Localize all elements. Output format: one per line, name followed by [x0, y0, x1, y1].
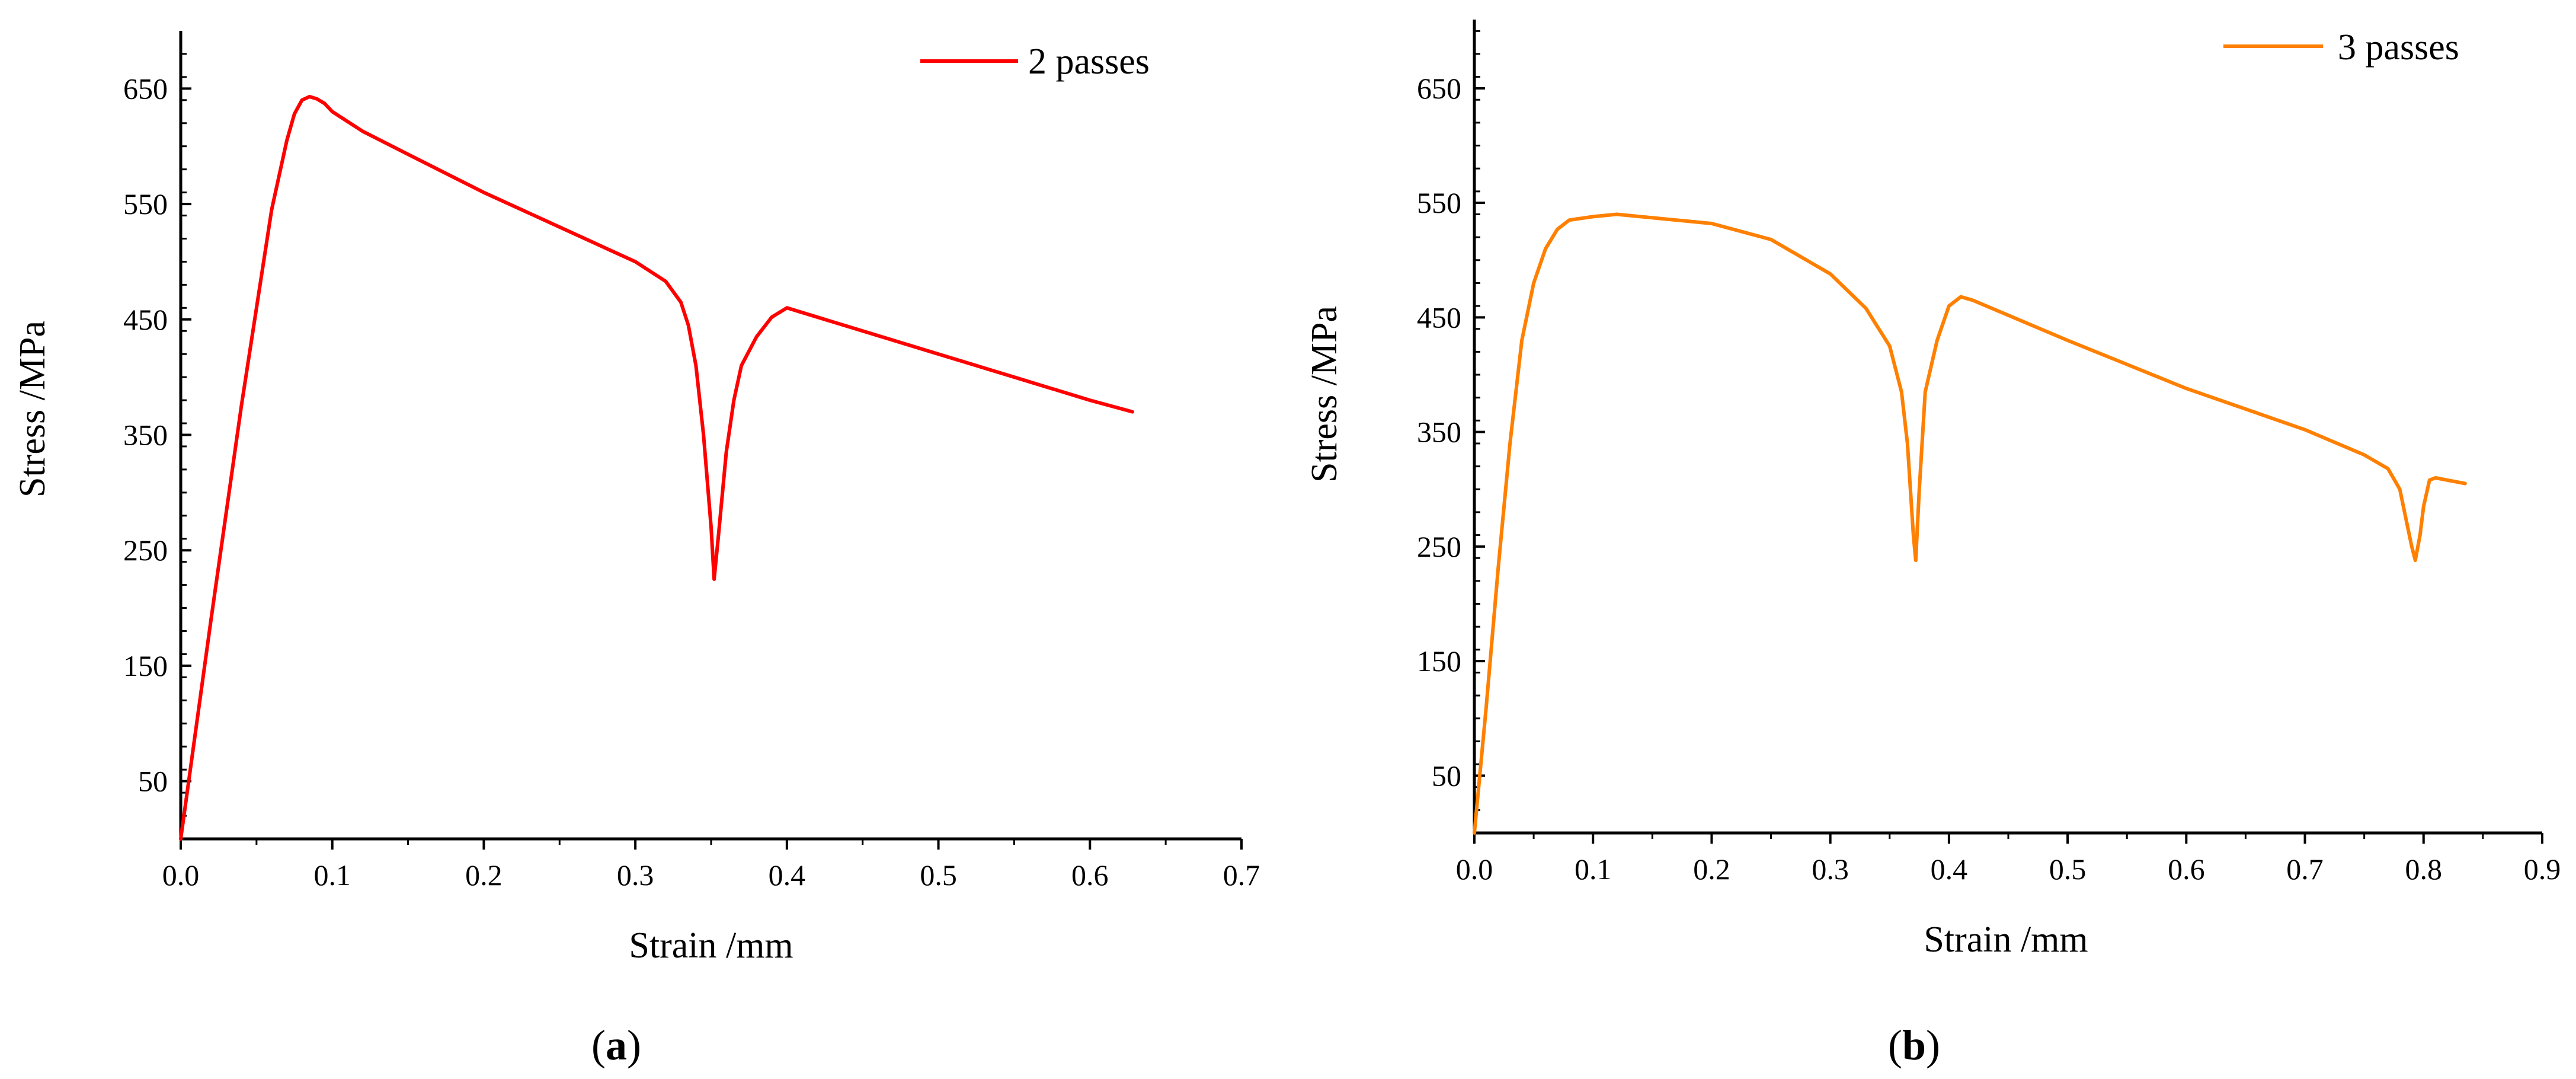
- legend-a: 2 passes: [920, 42, 1150, 82]
- x-tick-label-b: 0.3: [1812, 853, 1849, 886]
- y-tick-label-b: 50: [1432, 759, 1461, 792]
- x-tick-label-a: 0.6: [1071, 858, 1109, 892]
- panel-label-a: (a): [591, 1021, 641, 1069]
- y-tick-label-b: 650: [1417, 72, 1461, 105]
- x-tick-label-b: 0.0: [1456, 853, 1493, 886]
- y-tick-label-a: 450: [123, 303, 168, 336]
- x-tick-label-b: 0.1: [1575, 853, 1612, 886]
- panel-label-b: (b): [1888, 1021, 1940, 1069]
- y-axis-title-a: Stress /MPa: [12, 321, 53, 497]
- y-tick-label-a: 250: [123, 534, 168, 567]
- x-tick-label-a: 0.0: [162, 858, 200, 892]
- y-tick-label-b: 350: [1417, 416, 1461, 449]
- y-tick-label-b: 450: [1417, 301, 1461, 334]
- y-tick-label-a: 350: [123, 419, 168, 452]
- chart-panel-a: 0.0 0.1 0.2 0.3 0.4 0.5 0.6 0.7 50 150 250 350 450 55…: [12, 31, 1260, 1069]
- x-tick-label-a: 0.7: [1223, 858, 1260, 892]
- legend-b: 3 passes: [2223, 27, 2459, 68]
- y-tick-label-a: 150: [123, 649, 168, 682]
- x-tick-label-b: 0.9: [2524, 853, 2561, 886]
- x-tick-label-b: 0.7: [2286, 853, 2324, 886]
- x-tick-label-a: 0.3: [617, 858, 654, 892]
- y-tick-label-b: 250: [1417, 530, 1461, 563]
- x-tick-label-b: 0.2: [1693, 853, 1730, 886]
- y-tick-label-b: 550: [1417, 186, 1461, 219]
- y-axis-title-b: Stress /MPa: [1304, 306, 1345, 483]
- plot-area-a: 0.0 0.1 0.2 0.3 0.4 0.5 0.6 0.7 50 150 250 350 450 55…: [123, 31, 1260, 892]
- x-tick-label-b: 0.8: [2405, 853, 2443, 886]
- series-line-a: [179, 95, 1134, 841]
- x-tick-label-b: 0.6: [2168, 853, 2205, 886]
- legend-label-b: 3 passes: [2338, 27, 2459, 68]
- x-tick-label-a: 0.5: [920, 858, 957, 892]
- y-tick-label-b: 150: [1417, 644, 1461, 678]
- x-tick-label-a: 0.1: [313, 858, 351, 892]
- y-tick-label-a: 50: [138, 765, 168, 798]
- chart-panel-b: 0.0 0.1 0.2 0.3 0.4 0.5 0.6 0.7 0.8 0.9 50 150 250 35…: [1304, 20, 2561, 1069]
- x-axis-title-b: Strain /mm: [1924, 920, 2088, 960]
- x-tick-label-b: 0.5: [2049, 853, 2087, 886]
- x-axis-title-a: Strain /mm: [629, 925, 793, 966]
- plot-area-b: 0.0 0.1 0.2 0.3 0.4 0.5 0.6 0.7 0.8 0.9 50 150 250 35…: [1417, 20, 2561, 886]
- y-tick-label-a: 550: [123, 187, 168, 221]
- x-tick-label-a: 0.4: [769, 858, 806, 892]
- legend-label-a: 2 passes: [1028, 42, 1150, 82]
- series-line-b: [1473, 212, 2467, 835]
- x-tick-label-a: 0.2: [465, 858, 503, 892]
- x-tick-label-b: 0.4: [1931, 853, 1968, 886]
- y-tick-label-a: 650: [123, 72, 168, 105]
